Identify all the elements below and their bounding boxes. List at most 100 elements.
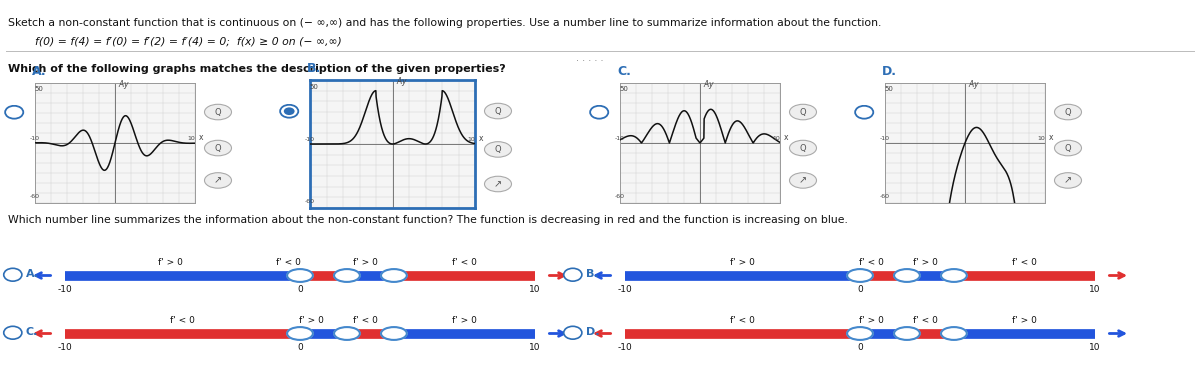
Text: Which number line summarizes the information about the non-constant function? Th: Which number line summarizes the informa…: [8, 215, 848, 225]
Text: B.: B.: [586, 268, 599, 278]
Text: Q: Q: [1064, 144, 1072, 152]
Text: f' > 0: f' > 0: [299, 316, 324, 325]
Text: x: x: [1049, 133, 1054, 142]
Text: ↗: ↗: [799, 175, 808, 185]
Circle shape: [590, 106, 608, 119]
Text: x: x: [199, 133, 204, 142]
Circle shape: [941, 327, 967, 340]
Circle shape: [941, 269, 967, 282]
Text: 10: 10: [1090, 344, 1100, 352]
Circle shape: [790, 104, 816, 120]
Text: Q: Q: [215, 108, 221, 116]
Text: f(0) = f(4) = f′(0) = f′(2) = f′(4) = 0;  f(x) ≥ 0 on (− ∞,∞): f(0) = f(4) = f′(0) = f′(2) = f′(4) = 0;…: [35, 36, 342, 46]
Text: D.: D.: [586, 327, 600, 337]
Text: f' < 0: f' < 0: [859, 258, 884, 267]
Circle shape: [287, 269, 313, 282]
Circle shape: [856, 106, 874, 119]
Text: 10: 10: [1090, 285, 1100, 295]
Circle shape: [1055, 173, 1081, 188]
Text: f' < 0: f' < 0: [913, 316, 938, 325]
Text: ↗: ↗: [494, 179, 502, 189]
Circle shape: [4, 268, 22, 281]
Text: f' < 0: f' < 0: [730, 316, 755, 325]
Circle shape: [485, 142, 511, 157]
Text: ↗: ↗: [1064, 175, 1072, 185]
Circle shape: [1055, 104, 1081, 120]
Text: $\it{Ay}$: $\it{Ay}$: [968, 78, 980, 91]
Text: -10: -10: [880, 136, 890, 141]
Text: 10: 10: [529, 344, 540, 352]
Text: D.: D.: [882, 65, 898, 78]
Text: f' > 0: f' > 0: [353, 258, 378, 267]
Circle shape: [5, 106, 23, 119]
Text: 10: 10: [187, 136, 194, 141]
Text: -60: -60: [616, 194, 625, 199]
Text: 0: 0: [298, 285, 302, 295]
Text: $\it{Ay}$: $\it{Ay}$: [118, 78, 131, 91]
Circle shape: [287, 327, 313, 340]
Text: C.: C.: [26, 327, 38, 337]
Text: -60: -60: [305, 199, 316, 204]
Text: f' < 0: f' < 0: [170, 316, 196, 325]
Text: -10: -10: [58, 285, 72, 295]
Text: Sketch a non-constant function that is continuous on (− ∞,∞) and has the followi: Sketch a non-constant function that is c…: [8, 18, 881, 28]
Text: f' < 0: f' < 0: [276, 258, 301, 267]
Text: f' > 0: f' > 0: [452, 316, 476, 325]
Text: -60: -60: [30, 194, 40, 199]
Text: ↗: ↗: [214, 175, 222, 185]
Text: x: x: [479, 134, 484, 143]
Text: -10: -10: [618, 344, 632, 352]
Text: -10: -10: [618, 285, 632, 295]
Text: f' > 0: f' > 0: [730, 258, 755, 267]
Text: f' > 0: f' > 0: [1012, 316, 1037, 325]
Circle shape: [334, 327, 360, 340]
Text: 50: 50: [35, 86, 43, 92]
Text: Q: Q: [215, 144, 221, 152]
Circle shape: [4, 326, 22, 339]
Circle shape: [204, 173, 232, 188]
Text: -10: -10: [616, 136, 625, 141]
Text: f' < 0: f' < 0: [353, 316, 378, 325]
Circle shape: [283, 107, 294, 115]
Text: $\it{Ay}$: $\it{Ay}$: [703, 78, 715, 91]
Circle shape: [485, 176, 511, 192]
Text: f' > 0: f' > 0: [859, 316, 884, 325]
Text: 0: 0: [298, 344, 302, 352]
Circle shape: [485, 103, 511, 119]
Text: Which of the following graphs matches the description of the given properties?: Which of the following graphs matches th…: [8, 64, 505, 74]
Circle shape: [1055, 140, 1081, 156]
Text: $\it{Ay}$: $\it{Ay}$: [396, 75, 408, 88]
Circle shape: [564, 268, 582, 281]
Circle shape: [334, 269, 360, 282]
Text: -10: -10: [30, 136, 40, 141]
Circle shape: [894, 327, 920, 340]
Text: 10: 10: [1037, 136, 1045, 141]
Text: -10: -10: [305, 137, 316, 142]
Circle shape: [894, 269, 920, 282]
Circle shape: [280, 105, 299, 118]
Text: 10: 10: [467, 137, 475, 142]
Text: . . . . .: . . . . .: [576, 53, 604, 63]
Text: B.: B.: [307, 62, 322, 75]
Text: f' > 0: f' > 0: [158, 258, 184, 267]
Circle shape: [847, 269, 872, 282]
Text: A.: A.: [32, 65, 47, 78]
Text: Q: Q: [1064, 108, 1072, 116]
Text: f' < 0: f' < 0: [452, 258, 476, 267]
Circle shape: [382, 327, 407, 340]
Circle shape: [790, 173, 816, 188]
Text: Q: Q: [494, 106, 502, 116]
Circle shape: [564, 326, 582, 339]
Text: 50: 50: [884, 86, 894, 92]
Text: -60: -60: [880, 194, 890, 199]
Text: 10: 10: [772, 136, 780, 141]
Text: 0: 0: [857, 285, 863, 295]
Circle shape: [790, 140, 816, 156]
Text: C.: C.: [617, 65, 631, 78]
Circle shape: [204, 140, 232, 156]
Text: Q: Q: [494, 145, 502, 154]
Text: 0: 0: [857, 344, 863, 352]
Circle shape: [847, 327, 872, 340]
Text: f' > 0: f' > 0: [913, 258, 938, 267]
Circle shape: [382, 269, 407, 282]
